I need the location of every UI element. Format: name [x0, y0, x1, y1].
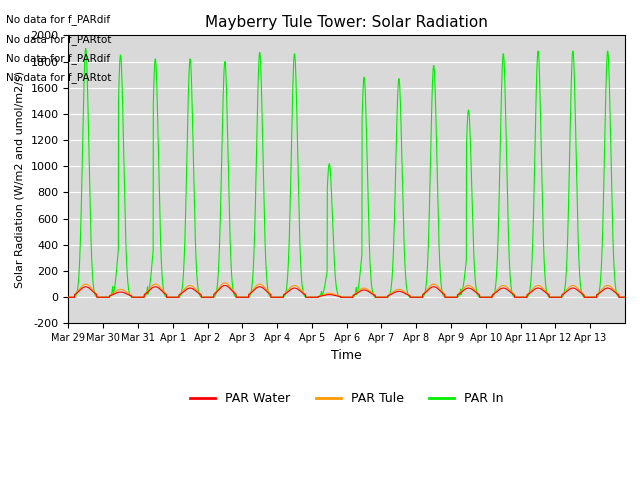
X-axis label: Time: Time [332, 348, 362, 362]
Text: No data for f_PARdif: No data for f_PARdif [6, 53, 111, 64]
Text: No data for f_PARtot: No data for f_PARtot [6, 72, 112, 83]
Legend: PAR Water, PAR Tule, PAR In: PAR Water, PAR Tule, PAR In [186, 387, 508, 410]
Title: Mayberry Tule Tower: Solar Radiation: Mayberry Tule Tower: Solar Radiation [205, 15, 488, 30]
Text: No data for f_PARtot: No data for f_PARtot [6, 34, 112, 45]
Text: No data for f_PARdif: No data for f_PARdif [6, 14, 111, 25]
Y-axis label: Solar Radiation (W/m2 and umol/m2/s): Solar Radiation (W/m2 and umol/m2/s) [15, 71, 25, 288]
